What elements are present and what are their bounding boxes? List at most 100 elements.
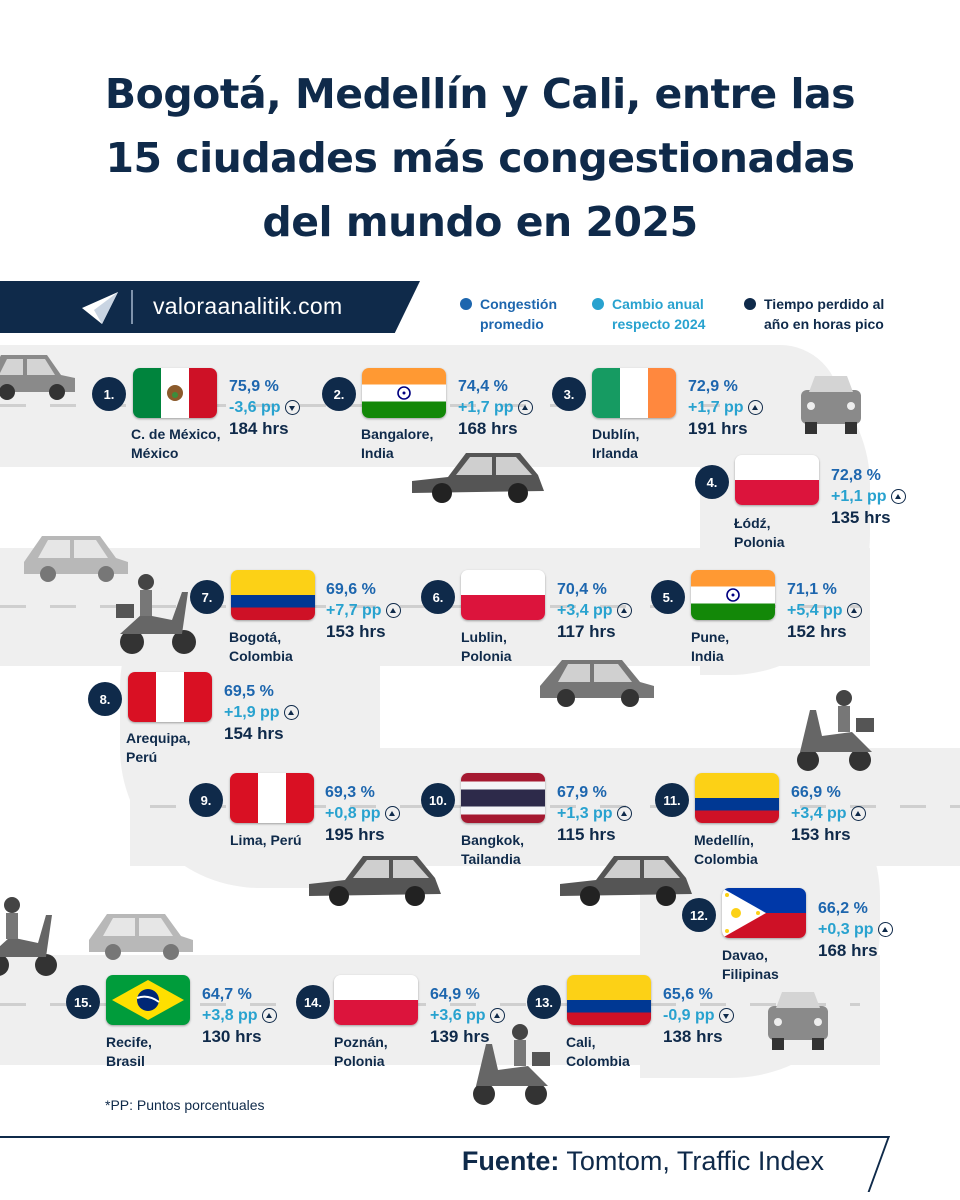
rank-badge: 1. [92, 377, 126, 411]
city-stats: 69,5 % +1,9 pp 154 hrs [224, 681, 299, 744]
flag-colombia [567, 975, 651, 1025]
rank-badge: 5. [651, 580, 685, 614]
change-value: +0,8 pp [325, 805, 381, 822]
diamond-globe-icon [112, 980, 184, 1020]
legend-label: Tiempo perdido al año en horas pico [764, 296, 885, 332]
annual-change: +3,8 pp [202, 1005, 277, 1026]
city-name: Pune, [691, 629, 730, 645]
city-label: Medellín, Colombia [694, 831, 758, 869]
change-value: +3,6 pp [430, 1007, 486, 1024]
country-name: Colombia [566, 1053, 630, 1069]
arrow-up-icon [384, 806, 400, 821]
annual-change: +7,7 pp [326, 600, 401, 621]
flag-peru [128, 672, 212, 722]
hours-lost: 154 hrs [224, 724, 284, 743]
city-name: Recife, [106, 1034, 152, 1050]
congestion-value: 69,6 % [326, 581, 376, 598]
city-stats: 74,4 % +1,7 pp 168 hrs [458, 376, 533, 439]
city-stats: 66,9 % +3,4 pp 153 hrs [791, 782, 866, 845]
city-label: Lima, Perú [230, 831, 302, 850]
congestion-value: 75,9 % [229, 378, 279, 395]
hours-lost: 130 hrs [202, 1027, 262, 1046]
city-name: Łódź, [734, 515, 771, 531]
rank-badge: 2. [322, 377, 356, 411]
arrow-up-icon [890, 489, 906, 504]
congestion-value: 65,6 % [663, 986, 713, 1003]
paper-plane-icon [82, 292, 118, 324]
annual-change: +0,3 pp [818, 919, 893, 940]
hours-lost: 184 hrs [229, 419, 289, 438]
brand-bar [0, 281, 420, 333]
hours-lost: 117 hrs [557, 622, 616, 641]
change-value: +0,3 pp [818, 921, 874, 938]
flag-mexico [133, 368, 217, 418]
country-name: México [131, 445, 179, 461]
city-name: C. de México, [131, 426, 221, 442]
city-label: Dublín, Irlanda [592, 425, 639, 463]
city-name: Lima, Perú [230, 832, 302, 848]
congestion-value: 74,4 % [458, 378, 508, 395]
car-side-icon [89, 914, 193, 960]
country-name: India [361, 445, 394, 461]
legend-dot [744, 298, 756, 310]
lane-marking [0, 1003, 860, 1006]
flag-colombia [231, 570, 315, 620]
footnote: *PP: Puntos porcentuales [105, 1097, 265, 1113]
city-label: Davao, Filipinas [722, 946, 779, 984]
annual-change: -0,9 pp [663, 1005, 734, 1026]
scooter-rider-icon [473, 1024, 550, 1105]
annual-change: +3,4 pp [791, 803, 866, 824]
city-stats: 69,3 % +0,8 pp 195 hrs [325, 782, 400, 845]
city-stats: 64,7 % +3,8 pp 130 hrs [202, 984, 277, 1047]
hours-lost: 139 hrs [430, 1027, 490, 1046]
rank-badge: 7. [190, 580, 224, 614]
congestion-value: 64,7 % [202, 986, 252, 1003]
city-name: Bangkok, [461, 832, 525, 848]
annual-change: +3,4 pp [557, 600, 632, 621]
city-label: C. de México, México [131, 425, 220, 463]
legend-item: Congestión promedio [460, 294, 580, 334]
hours-lost: 153 hrs [326, 622, 386, 641]
arrow-up-icon [517, 400, 533, 415]
flag-india [691, 570, 775, 620]
flag-poland [735, 455, 819, 505]
car-side-icon [560, 856, 692, 906]
change-value: +1,7 pp [688, 399, 744, 416]
change-value: +3,4 pp [557, 602, 613, 619]
rank-badge: 9. [189, 783, 223, 817]
congestion-value: 72,8 % [831, 467, 881, 484]
change-value: +1,9 pp [224, 704, 280, 721]
hours-lost: 115 hrs [557, 825, 616, 844]
city-stats: 75,9 % -3,6 pp 184 hrs [229, 376, 300, 439]
country-name: Brasil [106, 1053, 145, 1069]
arrow-up-icon [489, 1008, 505, 1023]
city-stats: 71,1 % +5,4 pp 152 hrs [787, 579, 862, 642]
arrow-up-icon [283, 705, 299, 720]
scooter-rider-icon [0, 897, 57, 976]
city-label: Poznán, Polonia [334, 1033, 388, 1071]
annual-change: +5,4 pp [787, 600, 862, 621]
annual-change: +0,8 pp [325, 803, 400, 824]
city-label: Cali, Colombia [566, 1033, 630, 1071]
rank-badge: 10. [421, 783, 455, 817]
title-line: 15 ciudades más congestionadas [105, 134, 855, 182]
change-value: +3,8 pp [202, 1007, 258, 1024]
source-label: Fuente: [461, 1146, 560, 1176]
country-name: Colombia [694, 851, 758, 867]
legend-dot [460, 298, 472, 310]
congestion-value: 69,3 % [325, 784, 375, 801]
annual-change: +1,7 pp [688, 397, 763, 418]
eagle-emblem-icon [167, 385, 183, 401]
change-value: +7,7 pp [326, 602, 382, 619]
country-name: Polonia [734, 534, 785, 550]
arrow-down-icon [284, 400, 300, 415]
congestion-value: 71,1 % [787, 581, 837, 598]
car-side-icon [309, 856, 441, 906]
rank-badge: 13. [527, 985, 561, 1019]
country-name: Irlanda [592, 445, 638, 461]
annual-change: +1,1 pp [831, 486, 906, 507]
city-stats: 66,2 % +0,3 pp 168 hrs [818, 898, 893, 961]
city-label: Pune, India [691, 628, 729, 666]
hours-lost: 135 hrs [831, 508, 891, 527]
